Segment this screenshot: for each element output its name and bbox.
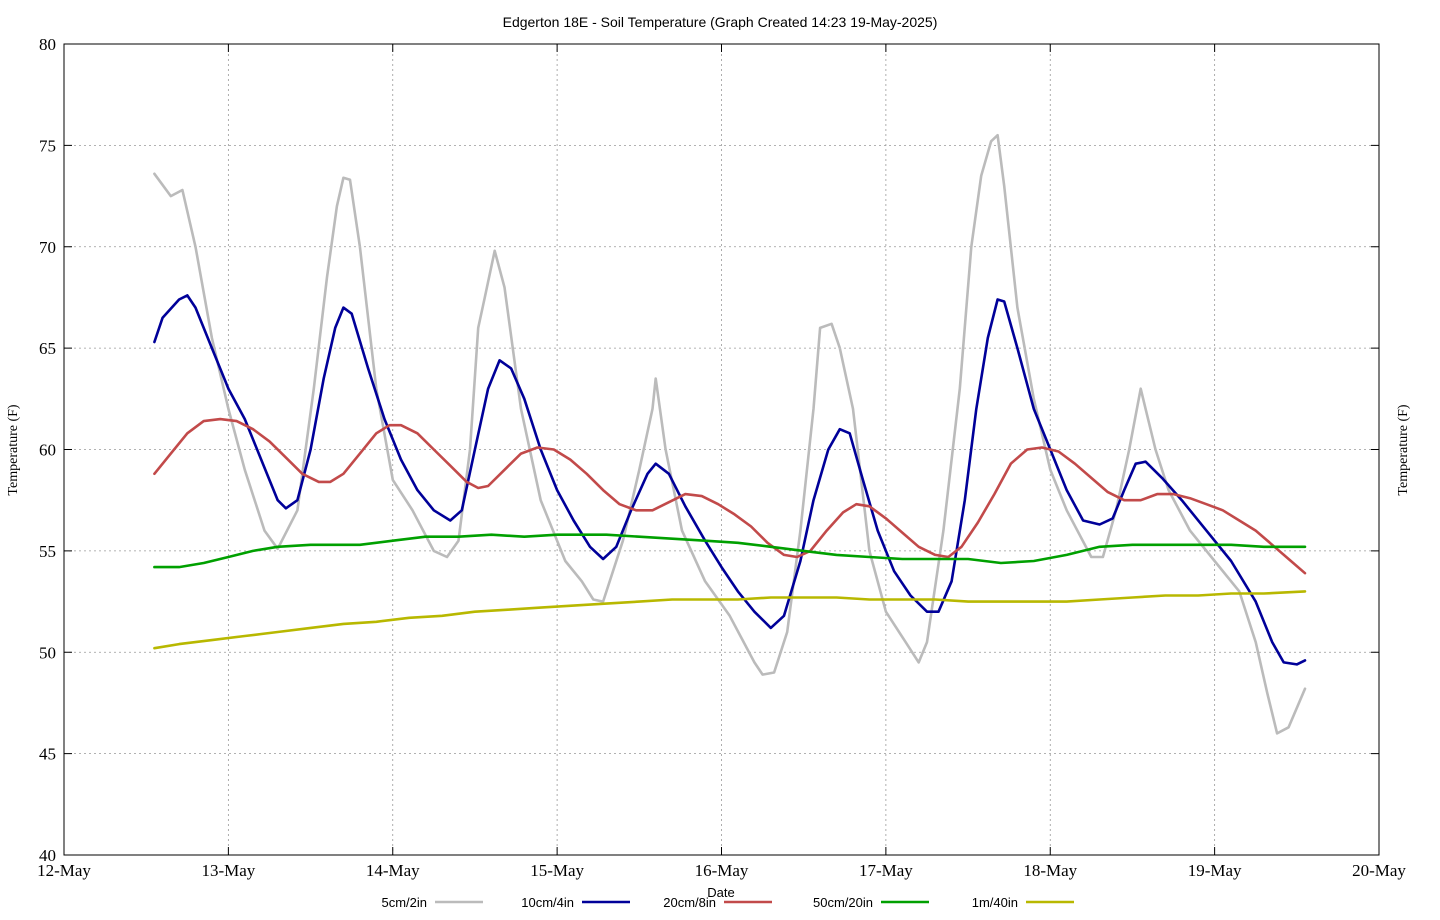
series-line-5 — [153, 590, 1307, 650]
legend-label-2: 10cm/4in — [521, 895, 574, 910]
y-axis-label: Temperature (F) — [6, 404, 21, 495]
y-tick-label: 40 — [39, 846, 56, 865]
grid-lines — [64, 44, 1379, 855]
series-line-4 — [153, 533, 1307, 569]
legend-label-5: 1m/40in — [972, 895, 1018, 910]
y-tick-label: 60 — [39, 441, 56, 460]
x-tick-label: 15-May — [530, 861, 584, 880]
axis-ticks: 40 45 50 55 60 65 70 75 80 12-May 13-May 14-May 15-M… — [37, 35, 1406, 880]
x-tick-label: 12-May — [37, 861, 91, 880]
y-tick-label: 45 — [39, 745, 56, 764]
x-tick-label: 13-May — [201, 861, 255, 880]
y-tick-label: 50 — [39, 643, 56, 662]
y-axis-label-right: Temperature (F) — [1396, 404, 1411, 495]
x-tick-label: 17-May — [859, 861, 913, 880]
y-tick-label: 75 — [39, 136, 56, 155]
series-line-2 — [153, 294, 1307, 666]
x-tick-label: 16-May — [695, 861, 749, 880]
x-axis-label: Date — [707, 885, 734, 900]
chart-title: Edgerton 18E - Soil Temperature (Graph C… — [503, 14, 938, 30]
y-tick-label: 80 — [39, 35, 56, 54]
series-line-3 — [153, 417, 1307, 575]
x-tick-label: 18-May — [1023, 861, 1077, 880]
y-tick-label: 55 — [39, 542, 56, 561]
x-tick-label: 19-May — [1188, 861, 1242, 880]
x-tick-label: 14-May — [366, 861, 420, 880]
legend: 5cm/2in 10cm/4in 20cm/8in 50cm/20in 1m/40in — [381, 895, 1074, 910]
legend-label-4: 50cm/20in — [813, 895, 873, 910]
y-tick-label: 65 — [39, 339, 56, 358]
legend-label-1: 5cm/2in — [381, 895, 427, 910]
y-tick-label: 70 — [39, 238, 56, 257]
legend-label-3: 20cm/8in — [663, 895, 716, 910]
series-line-1 — [153, 133, 1307, 735]
x-tick-label: 20-May — [1352, 861, 1406, 880]
series-lines — [153, 133, 1307, 735]
